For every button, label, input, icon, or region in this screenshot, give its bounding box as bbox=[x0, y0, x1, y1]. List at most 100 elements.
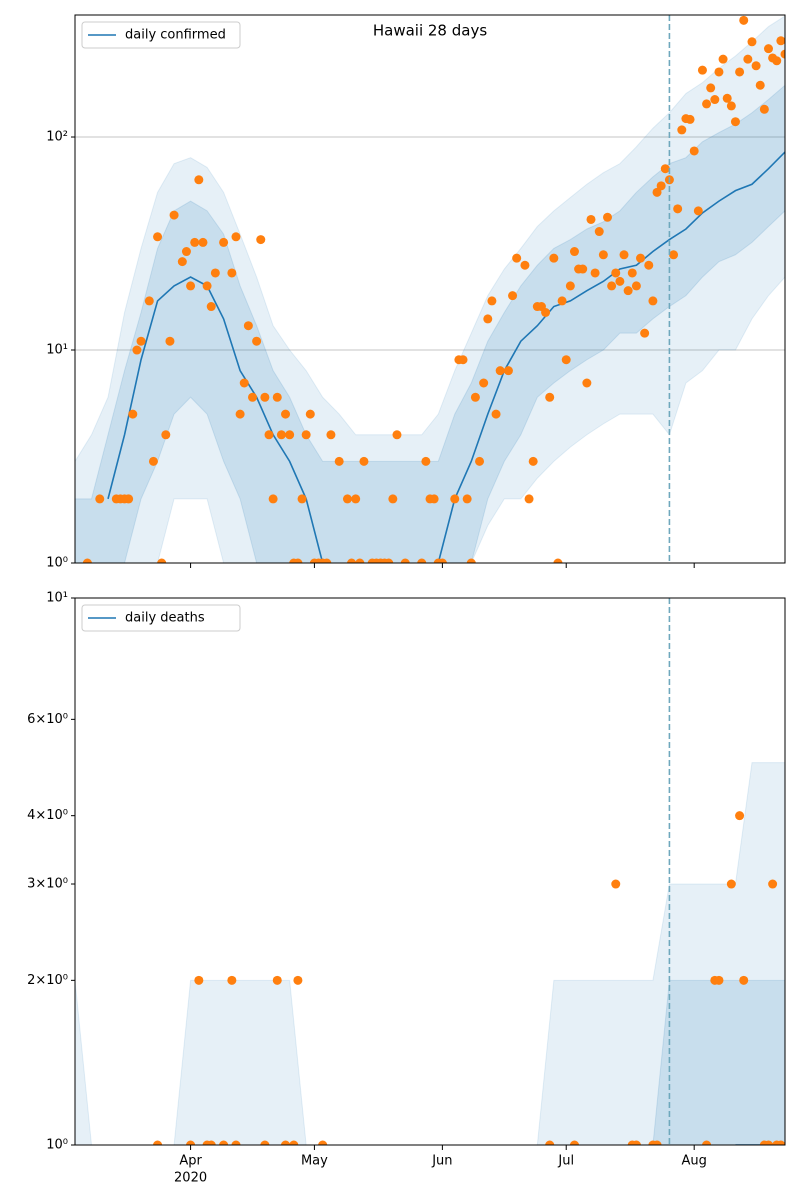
point bbox=[735, 67, 745, 77]
point bbox=[231, 232, 241, 242]
x-tick-label: Apr bbox=[179, 1154, 202, 1169]
point bbox=[318, 1140, 328, 1145]
point bbox=[487, 296, 497, 306]
point bbox=[248, 392, 257, 402]
point bbox=[726, 879, 736, 889]
point bbox=[669, 250, 679, 260]
point bbox=[198, 237, 208, 247]
point bbox=[569, 247, 579, 257]
point bbox=[722, 93, 732, 103]
point bbox=[186, 281, 196, 291]
point bbox=[272, 975, 282, 985]
x-tick-label: Jul bbox=[557, 1154, 574, 1169]
point bbox=[561, 355, 571, 365]
point bbox=[524, 494, 534, 504]
point bbox=[611, 268, 621, 278]
point bbox=[276, 430, 286, 440]
y-tick-label: 4×10⁰ bbox=[27, 808, 68, 823]
point bbox=[714, 975, 724, 985]
point bbox=[177, 257, 187, 267]
point bbox=[124, 494, 134, 504]
point bbox=[219, 237, 229, 247]
point bbox=[157, 558, 167, 563]
y-tick-label: 2×10⁰ bbox=[27, 973, 68, 988]
point bbox=[347, 558, 357, 563]
point bbox=[252, 336, 262, 346]
point bbox=[417, 558, 427, 563]
point bbox=[491, 409, 501, 419]
point bbox=[565, 281, 575, 291]
point bbox=[326, 430, 336, 440]
point bbox=[227, 268, 237, 278]
point bbox=[305, 409, 315, 419]
point bbox=[194, 975, 204, 985]
point bbox=[450, 494, 460, 504]
point bbox=[202, 281, 212, 291]
point bbox=[285, 430, 295, 440]
point bbox=[619, 250, 629, 260]
point bbox=[545, 392, 555, 402]
point bbox=[660, 164, 670, 174]
point bbox=[755, 80, 765, 90]
point bbox=[594, 227, 604, 237]
band bbox=[75, 979, 785, 1145]
line bbox=[107, 151, 785, 563]
point bbox=[243, 321, 253, 331]
point bbox=[239, 378, 249, 388]
point bbox=[747, 37, 757, 47]
point bbox=[710, 95, 720, 105]
point bbox=[272, 392, 282, 402]
point bbox=[181, 247, 191, 257]
point bbox=[351, 494, 361, 504]
point bbox=[95, 494, 105, 504]
chart-title: Hawaii 28 days bbox=[373, 22, 487, 40]
point bbox=[763, 1140, 773, 1145]
x-tick-label: May bbox=[301, 1154, 328, 1169]
point bbox=[437, 558, 447, 563]
point bbox=[520, 260, 530, 270]
y-tick-label: 10⁰ bbox=[46, 556, 68, 571]
point bbox=[359, 456, 369, 466]
point bbox=[776, 36, 785, 46]
point bbox=[549, 253, 559, 263]
axes: 10⁰ 10¹ 10² Hawaii 28 days daily confirmed bbox=[46, 14, 786, 571]
point bbox=[644, 260, 654, 270]
point bbox=[702, 1140, 712, 1145]
point bbox=[219, 1140, 229, 1145]
point bbox=[264, 430, 274, 440]
plot-area bbox=[75, 15, 785, 563]
point bbox=[297, 494, 307, 504]
y-tick-label: 10¹ bbox=[46, 343, 68, 358]
point bbox=[260, 392, 270, 402]
frame bbox=[74, 597, 786, 1146]
x-tick-label: Aug bbox=[681, 1154, 706, 1169]
point bbox=[714, 67, 724, 77]
point bbox=[429, 494, 439, 504]
point bbox=[611, 879, 621, 889]
point bbox=[128, 409, 138, 419]
y-tick-label: 3×10⁰ bbox=[27, 877, 68, 892]
point bbox=[322, 558, 332, 563]
point bbox=[627, 268, 637, 278]
point bbox=[470, 392, 480, 402]
point bbox=[693, 206, 703, 216]
point bbox=[739, 15, 749, 25]
point bbox=[631, 281, 641, 291]
point bbox=[194, 175, 204, 185]
axes: 10⁰ 2×10⁰ 3×10⁰ 4×10⁰ 6×10⁰ 10¹ Apr May Jun Jul Au… bbox=[27, 591, 786, 1186]
point bbox=[355, 558, 365, 563]
point bbox=[706, 83, 716, 93]
point bbox=[697, 65, 707, 75]
plot-area bbox=[75, 762, 785, 1145]
point bbox=[582, 378, 592, 388]
point bbox=[495, 366, 505, 376]
point bbox=[235, 409, 245, 419]
point bbox=[640, 328, 650, 338]
point bbox=[603, 212, 612, 222]
point bbox=[763, 44, 773, 54]
point bbox=[210, 268, 220, 278]
point bbox=[231, 1140, 241, 1145]
legend-label: daily confirmed bbox=[125, 28, 226, 43]
point bbox=[735, 811, 745, 821]
y-tick-label: 10² bbox=[46, 130, 68, 145]
